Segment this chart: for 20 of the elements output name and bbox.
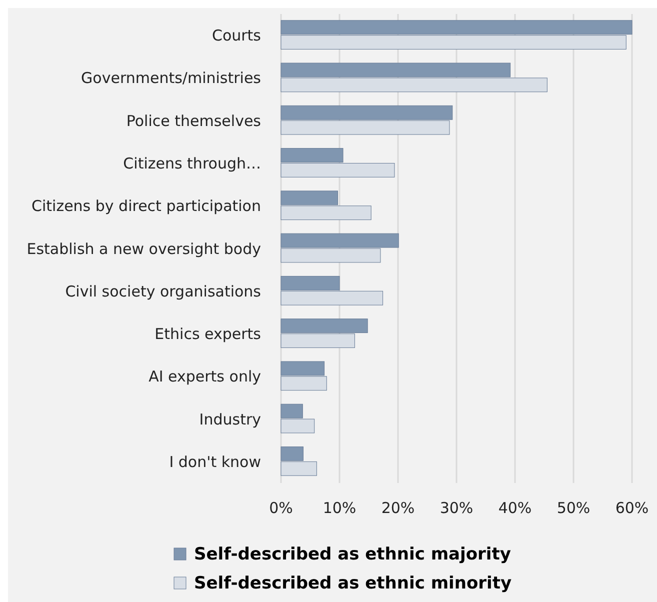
x-tick-label: 40% xyxy=(498,499,532,517)
x-tick-label: 30% xyxy=(440,499,474,517)
y-tick-label: Governments/ministries xyxy=(81,69,262,88)
y-tick-label: I don't know xyxy=(169,452,261,471)
y-tick-label: Ethics experts xyxy=(154,325,262,344)
y-tick-label: Civil society organisations xyxy=(65,282,262,300)
y-tick-label: Establish a new oversight body xyxy=(26,240,262,258)
legend-label: Self-described as ethnic minority xyxy=(194,574,512,594)
x-tick-label: 20% xyxy=(381,499,415,517)
x-tick-label: 0% xyxy=(269,499,293,517)
y-tick-label: AI experts only xyxy=(148,368,262,386)
y-tick-label: Courts xyxy=(212,26,262,45)
x-tick-label: 60% xyxy=(615,499,649,517)
legend-label: Self-described as ethnic majority xyxy=(194,544,511,565)
y-tick-label: Citizens through… xyxy=(123,154,261,172)
x-tick-label: 10% xyxy=(322,499,356,517)
y-tick-label: Police themselves xyxy=(126,112,262,130)
x-tick-label: 50% xyxy=(556,499,590,517)
y-tick-label: Citizens by direct participation xyxy=(32,197,261,216)
y-tick-label: Industry xyxy=(199,410,262,428)
